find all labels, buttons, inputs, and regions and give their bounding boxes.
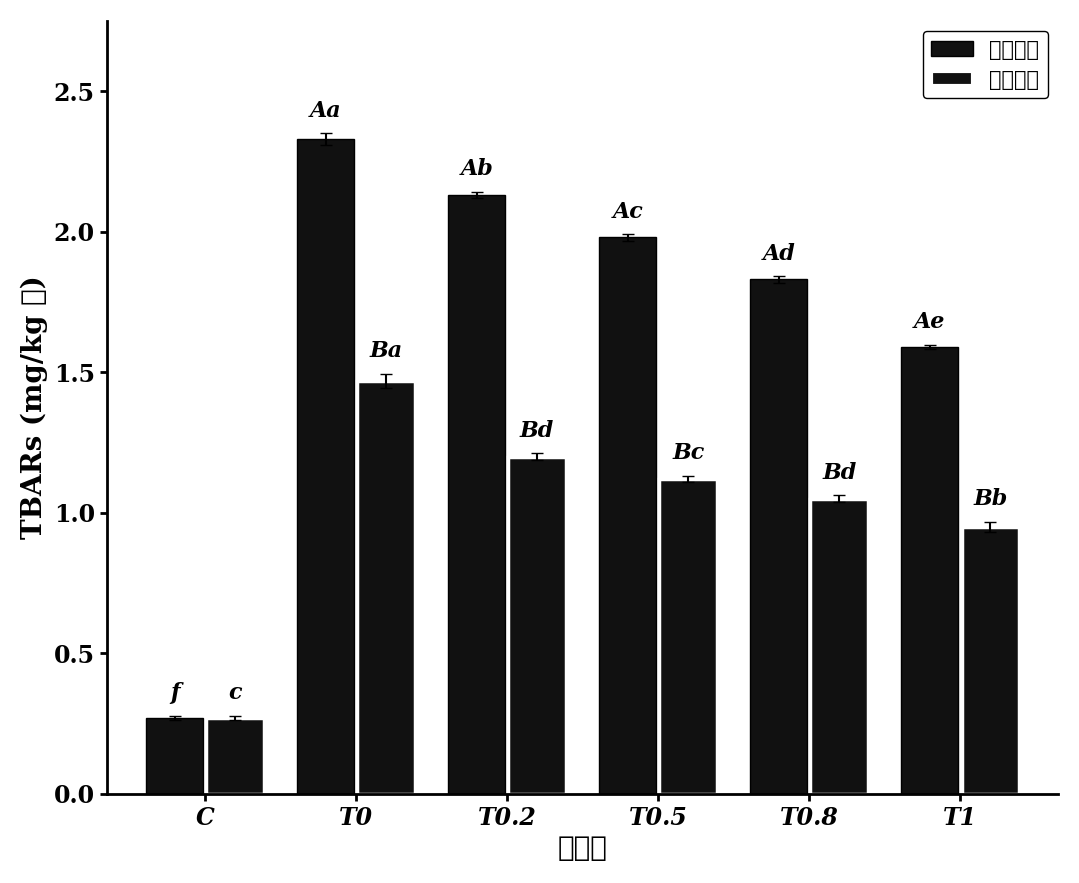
Legend: 普通油炸, 空气油炸: 普通油炸, 空气油炸 xyxy=(923,31,1048,98)
Text: Bc: Bc xyxy=(672,442,705,464)
Bar xyxy=(599,238,656,794)
X-axis label: 处理组: 处理组 xyxy=(558,835,607,862)
Y-axis label: TBARs (mg/kg 肉): TBARs (mg/kg 肉) xyxy=(21,275,49,540)
Bar xyxy=(297,139,354,794)
Bar xyxy=(659,479,716,794)
Bar xyxy=(901,347,958,794)
Bar xyxy=(206,718,263,794)
Text: Ad: Ad xyxy=(763,243,795,265)
Bar xyxy=(146,718,203,794)
Bar xyxy=(448,195,505,794)
Bar xyxy=(810,499,868,794)
Text: Ba: Ba xyxy=(369,340,402,362)
Text: Bb: Bb xyxy=(973,488,1008,510)
Text: Aa: Aa xyxy=(310,100,341,122)
Text: Bd: Bd xyxy=(822,462,857,484)
Bar xyxy=(357,381,414,794)
Bar xyxy=(750,279,807,794)
Text: Ac: Ac xyxy=(613,200,643,223)
Text: f: f xyxy=(169,683,179,705)
Text: Bd: Bd xyxy=(520,420,555,442)
Text: Ae: Ae xyxy=(914,312,945,334)
Bar xyxy=(508,457,565,794)
Text: c: c xyxy=(229,683,242,705)
Bar xyxy=(961,527,1019,794)
Text: Ab: Ab xyxy=(461,158,493,180)
